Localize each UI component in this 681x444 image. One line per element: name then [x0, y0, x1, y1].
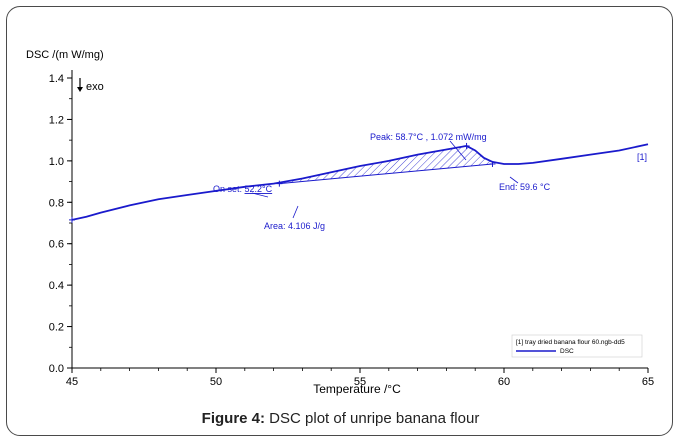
onset-annotation: On set: 52.2°C	[213, 184, 273, 194]
figure-frame	[6, 6, 673, 436]
exo-arrowhead-icon	[77, 87, 83, 92]
x-tick-label: 65	[642, 376, 654, 388]
y-tick-label: 1.4	[49, 73, 64, 85]
x-tick-label: 50	[210, 376, 222, 388]
legend-title: [1] tray dried banana flour 60.ngb-dd5	[516, 339, 625, 346]
caption-text: DSC plot of unripe banana flour	[265, 410, 480, 427]
peak-baseline	[279, 163, 493, 185]
integrated-peak-area	[279, 145, 493, 184]
y-tick-label: 0.0	[49, 363, 64, 375]
y-tick-label: 1.0	[49, 156, 64, 168]
exo-label: exo	[86, 81, 104, 93]
x-tick-label: 55	[354, 376, 366, 388]
series-marker-label: [1]	[637, 152, 647, 162]
x-tick-label: 45	[66, 376, 78, 388]
y-tick-label: 1.2	[49, 114, 64, 126]
legend: [1] tray dried banana flour 60.ngb-dd5 D…	[511, 334, 643, 358]
end-leader-line	[509, 176, 519, 184]
caption-label: Figure 4:	[201, 410, 266, 427]
legend-series-name: DSC	[560, 348, 574, 355]
onset-value: 52.2°C	[245, 184, 273, 194]
end-annotation: End: 59.6 °C	[499, 182, 551, 192]
y-tick-label: 0.6	[49, 239, 64, 251]
y-tick-label: 0.4	[49, 280, 64, 292]
y-tick-label: 0.2	[49, 322, 64, 334]
figure-caption: Figure 4: DSC plot of unripe banana flou…	[0, 410, 681, 427]
x-tick-label: 60	[498, 376, 510, 388]
area-leader-line	[292, 205, 299, 219]
area-annotation: Area: 4.106 J/g	[264, 221, 325, 231]
y-tick-label: 0.8	[49, 197, 64, 209]
peak-annotation: Peak: 58.7°C , 1.072 mW/mg	[370, 132, 487, 142]
x-axis-title: Temperature /°C	[313, 382, 401, 396]
peak-leader-line	[449, 140, 467, 161]
exo-indicator: exo	[77, 78, 104, 93]
onset-prefix: On set:	[213, 184, 245, 194]
y-axis-title: DSC /(m W/mg)	[26, 49, 104, 61]
onset-leader-line	[251, 192, 269, 198]
dsc-series-line	[71, 143, 649, 221]
